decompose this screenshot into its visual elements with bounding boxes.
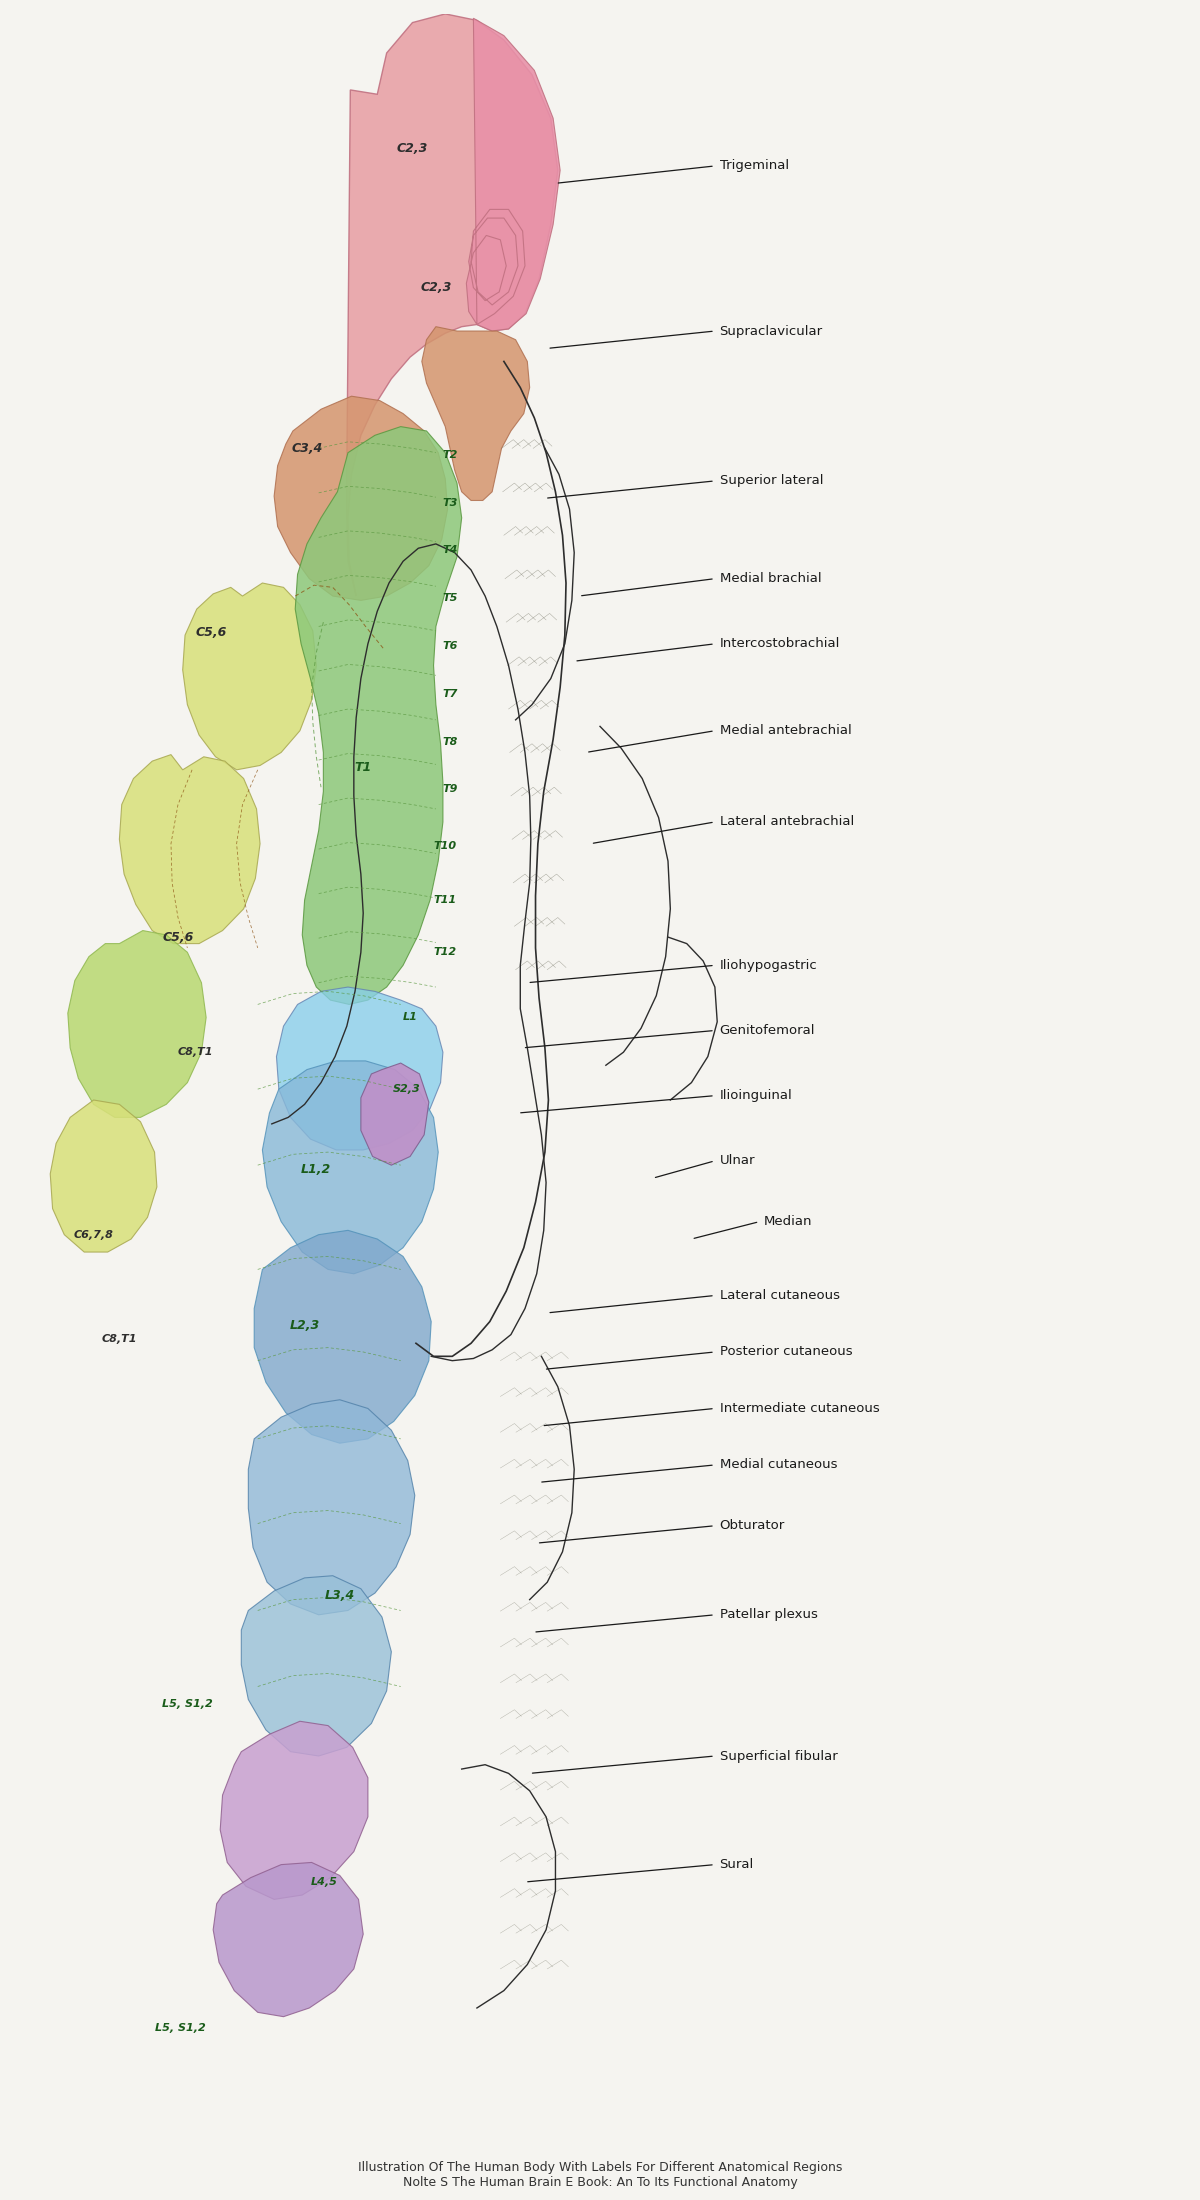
Text: C2,3: C2,3 <box>397 143 428 154</box>
Text: Illustration Of The Human Body With Labels For Different Anatomical Regions
Nolt: Illustration Of The Human Body With Labe… <box>358 2160 842 2189</box>
Polygon shape <box>422 326 529 499</box>
Text: C5,6: C5,6 <box>162 931 193 944</box>
Polygon shape <box>221 1720 368 1899</box>
Polygon shape <box>295 427 462 1005</box>
Text: L3,4: L3,4 <box>325 1588 355 1602</box>
Text: S2,3: S2,3 <box>392 1085 420 1093</box>
Polygon shape <box>214 1863 364 2017</box>
Text: T1: T1 <box>354 761 372 774</box>
Text: T7: T7 <box>443 689 457 700</box>
Text: Medial cutaneous: Medial cutaneous <box>720 1459 838 1472</box>
Text: T12: T12 <box>433 948 457 957</box>
Text: L2,3: L2,3 <box>289 1320 319 1333</box>
Text: C6,7,8: C6,7,8 <box>73 1230 114 1239</box>
Text: Patellar plexus: Patellar plexus <box>720 1608 817 1621</box>
Text: L1: L1 <box>403 1012 418 1023</box>
Text: Median: Median <box>764 1214 812 1228</box>
Text: T8: T8 <box>443 737 457 746</box>
Text: T4: T4 <box>443 546 457 554</box>
Text: C3,4: C3,4 <box>292 442 323 455</box>
Text: Medial brachial: Medial brachial <box>720 572 821 585</box>
Polygon shape <box>182 583 317 770</box>
Polygon shape <box>248 1399 415 1615</box>
Text: L5, S1,2: L5, S1,2 <box>155 2022 205 2033</box>
Polygon shape <box>274 396 448 601</box>
Text: T5: T5 <box>443 594 457 603</box>
Text: Iliohypogastric: Iliohypogastric <box>720 959 817 972</box>
Text: Ilioinguinal: Ilioinguinal <box>720 1089 792 1102</box>
Text: Intermediate cutaneous: Intermediate cutaneous <box>720 1401 880 1415</box>
Polygon shape <box>361 1063 428 1166</box>
Text: Posterior cutaneous: Posterior cutaneous <box>720 1346 852 1357</box>
Text: Ulnar: Ulnar <box>720 1155 755 1168</box>
Text: L5, S1,2: L5, S1,2 <box>162 1698 212 1709</box>
Text: Obturator: Obturator <box>720 1520 785 1531</box>
Text: T6: T6 <box>443 640 457 651</box>
Polygon shape <box>467 18 560 330</box>
Text: Intercostobrachial: Intercostobrachial <box>720 638 840 651</box>
Text: Supraclavicular: Supraclavicular <box>720 326 823 337</box>
Text: T11: T11 <box>433 895 457 904</box>
Text: C2,3: C2,3 <box>420 282 451 295</box>
Polygon shape <box>119 755 260 944</box>
Text: Lateral cutaneous: Lateral cutaneous <box>720 1289 840 1302</box>
Text: C8,T1: C8,T1 <box>178 1047 214 1058</box>
Text: Medial antebrachial: Medial antebrachial <box>720 724 851 737</box>
Text: Superficial fibular: Superficial fibular <box>720 1749 838 1762</box>
Text: C5,6: C5,6 <box>196 627 227 640</box>
Polygon shape <box>50 1100 157 1252</box>
Polygon shape <box>254 1230 431 1443</box>
Text: T3: T3 <box>443 497 457 508</box>
Polygon shape <box>263 1060 438 1274</box>
Text: C8,T1: C8,T1 <box>102 1333 137 1344</box>
Text: L4,5: L4,5 <box>311 1877 338 1888</box>
Text: Lateral antebrachial: Lateral antebrachial <box>720 816 854 829</box>
Text: Superior lateral: Superior lateral <box>720 475 823 488</box>
Polygon shape <box>347 13 558 596</box>
Text: Trigeminal: Trigeminal <box>720 158 788 172</box>
Text: L1,2: L1,2 <box>301 1164 331 1177</box>
Text: T9: T9 <box>443 785 457 794</box>
Text: Genitofemoral: Genitofemoral <box>720 1023 815 1036</box>
Polygon shape <box>68 931 206 1118</box>
Polygon shape <box>241 1575 391 1756</box>
Text: Sural: Sural <box>720 1859 754 1872</box>
Polygon shape <box>276 988 443 1151</box>
Text: T2: T2 <box>443 449 457 460</box>
Text: T10: T10 <box>433 840 457 851</box>
